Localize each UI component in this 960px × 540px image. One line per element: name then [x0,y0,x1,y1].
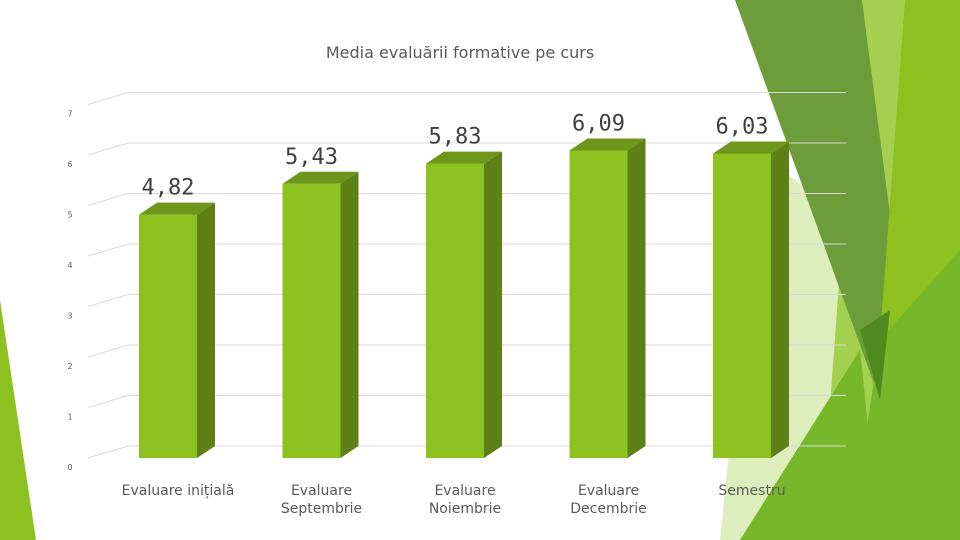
gridline-depth [87,294,129,307]
y-tick-label: 1 [67,413,72,422]
x-tick-label: Evaluare inițială [122,483,235,499]
bar-front [426,163,484,458]
y-tick-label: 0 [67,463,72,472]
bar [569,138,646,458]
bar-side [340,171,359,458]
y-tick-label: 6 [67,160,72,169]
y-tick-label: 3 [67,312,72,321]
right-deep-triangle [860,310,890,400]
bar-top [282,171,359,184]
x-tick-label: Semestru [718,483,785,499]
gridline-depth [87,142,129,156]
left-green-sliver [0,300,36,540]
gridline-depth [87,445,129,459]
bar [282,171,359,458]
data-label: 6,03 [716,114,769,139]
data-label: 5,83 [429,125,482,150]
x-axis-labels: Evaluare inițială Evaluare Septembrie Evalu… [122,483,786,517]
bar-side [627,138,646,458]
data-label: 6,09 [572,111,625,136]
gridline-depth [87,92,129,105]
right-bright-triangle [850,250,960,540]
bar-front [139,214,197,458]
y-tick-label: 4 [67,261,72,270]
right-bottom-triangle [740,350,880,540]
bar-side [484,151,502,458]
bar-top [713,141,789,154]
bar [139,202,215,458]
x-tick-label: Evaluare Noiembrie [429,483,501,517]
y-axis-ticks: 0 1 2 3 4 5 6 7 [67,110,72,473]
x-tick-label: Evaluare Septembrie [281,483,362,517]
bar-front [282,183,341,458]
data-labels: 4,82 5,43 5,83 6,09 6,03 [142,111,769,200]
right-dark-triangle [735,0,905,400]
y-tick-label: 2 [67,362,72,371]
y-tick-label: 5 [67,211,72,220]
bar-front [713,153,771,459]
bar-top [569,138,646,151]
bar [426,151,502,458]
gridline-depth [87,344,129,358]
bar-top [426,151,502,164]
x-tick-label: Evaluare Decembrie [570,483,647,517]
gridline-depth [87,193,129,206]
gridline-depth [87,395,129,408]
bar-front [569,150,628,458]
gridline-depth [87,243,129,257]
bar-side [197,202,215,458]
bar [713,141,789,459]
bars [139,138,789,459]
data-label: 4,82 [142,176,195,201]
data-label: 5,43 [285,145,338,170]
bar-top [139,202,215,215]
y-tick-label: 7 [67,110,72,119]
chart-title: Media evaluării formative pe curs [326,43,594,62]
bar-side [771,141,789,459]
